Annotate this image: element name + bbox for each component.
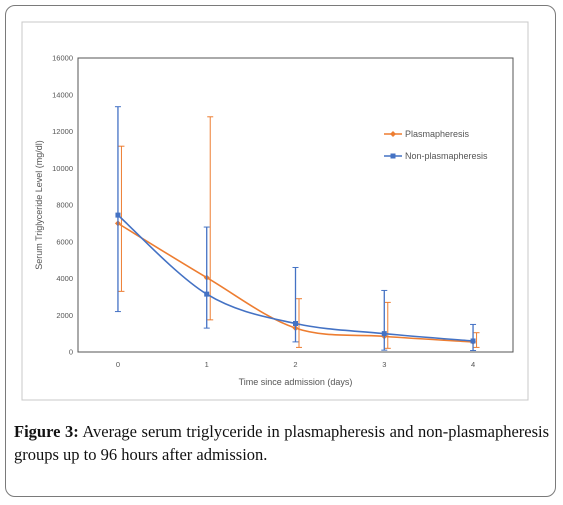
series-1 bbox=[114, 106, 477, 352]
y-tick-label-5: 10000 bbox=[52, 164, 73, 173]
legend: Plasmapheresis Non-plasmapheresis bbox=[384, 129, 488, 161]
legend-marker-0 bbox=[390, 131, 396, 137]
point-1-0 bbox=[115, 212, 121, 218]
legend-marker-1 bbox=[390, 153, 396, 159]
figure-caption: Figure 3: Average serum triglyceride in … bbox=[14, 420, 549, 466]
x-axis-ticks: 0 1 2 3 4 bbox=[116, 360, 475, 369]
x-tick-label-1: 1 bbox=[205, 360, 209, 369]
y-tick-label-2: 4000 bbox=[56, 274, 73, 283]
triglyceride-line-chart: 0 2000 4000 6000 8000 10000 12000 14000 16000 0 1… bbox=[21, 21, 529, 401]
x-axis-label: Time since admission (days) bbox=[239, 377, 353, 387]
x-tick-label-2: 2 bbox=[293, 360, 297, 369]
y-tick-label-1: 2000 bbox=[56, 311, 73, 320]
x-tick-label-0: 0 bbox=[116, 360, 120, 369]
legend-label-1: Non-plasmapheresis bbox=[405, 151, 488, 161]
point-1-2 bbox=[293, 321, 298, 327]
caption-label: Figure 3: bbox=[14, 422, 79, 441]
point-1-1 bbox=[204, 291, 210, 297]
y-axis-label: Serum Triglyceride Level (mg/dl) bbox=[34, 140, 44, 270]
chart-area-border bbox=[21, 21, 529, 401]
plot-area-border bbox=[77, 57, 514, 353]
point-1-4 bbox=[470, 338, 476, 344]
y-tick-label-0: 0 bbox=[69, 348, 73, 357]
series-layer bbox=[114, 106, 480, 352]
caption-text: Average serum triglyceride in plasmapher… bbox=[14, 422, 550, 464]
x-tick-label-3: 3 bbox=[382, 360, 386, 369]
point-1-3 bbox=[381, 331, 387, 337]
y-tick-label-7: 14000 bbox=[52, 90, 73, 99]
y-tick-label-8: 16000 bbox=[52, 54, 73, 63]
y-tick-label-4: 8000 bbox=[56, 201, 73, 210]
x-tick-label-4: 4 bbox=[471, 360, 475, 369]
y-axis-ticks: 0 2000 4000 6000 8000 10000 12000 14000 16000 bbox=[52, 54, 73, 357]
y-tick-label-6: 12000 bbox=[52, 127, 73, 136]
y-tick-label-3: 6000 bbox=[56, 237, 73, 246]
legend-label-0: Plasmapheresis bbox=[405, 129, 470, 139]
